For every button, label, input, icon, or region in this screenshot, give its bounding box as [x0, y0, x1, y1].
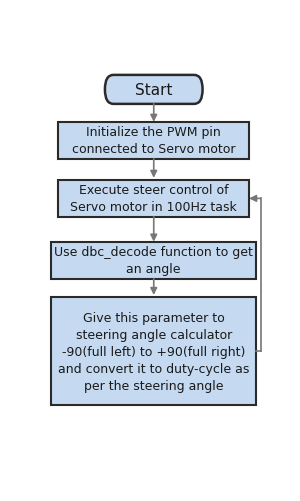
- FancyBboxPatch shape: [105, 76, 202, 105]
- Text: Execute steer control of
Servo motor in 100Hz task: Execute steer control of Servo motor in …: [70, 184, 237, 214]
- FancyBboxPatch shape: [58, 123, 249, 159]
- FancyBboxPatch shape: [52, 242, 256, 279]
- Text: Give this parameter to
steering angle calculator
-90(full left) to +90(full righ: Give this parameter to steering angle ca…: [58, 311, 249, 392]
- FancyBboxPatch shape: [58, 181, 249, 217]
- Text: Start: Start: [135, 83, 172, 98]
- FancyBboxPatch shape: [52, 298, 256, 405]
- Text: Initialize the PWM pin
connected to Servo motor: Initialize the PWM pin connected to Serv…: [72, 126, 236, 156]
- Text: Use dbc_decode function to get
an angle: Use dbc_decode function to get an angle: [54, 246, 253, 276]
